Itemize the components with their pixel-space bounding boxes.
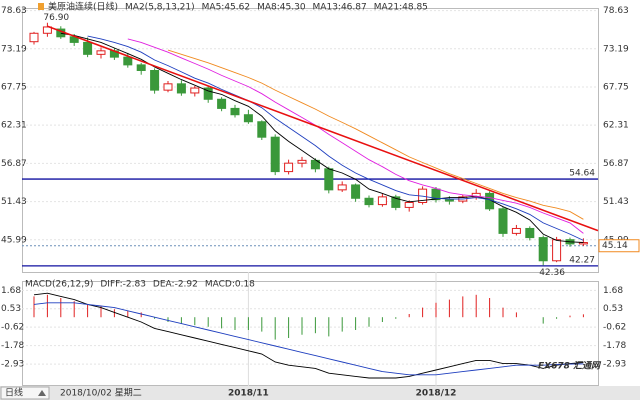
candle-body — [337, 184, 347, 191]
candle-body — [29, 32, 39, 43]
high-annotation: 76.90 — [43, 13, 69, 23]
legend-entry: MA13:46.87 — [313, 3, 367, 13]
main-panel — [22, 8, 599, 273]
candle-body — [190, 87, 200, 94]
footer-button-arrow — [38, 390, 46, 396]
candle-body — [257, 121, 267, 138]
y-tick-label-right: 73.19 — [603, 44, 629, 54]
candle-body — [203, 87, 213, 100]
candle-body — [391, 196, 401, 208]
candle-body — [538, 237, 548, 262]
candle-body — [498, 208, 508, 234]
footer-button-label[interactable]: 日线 — [5, 387, 23, 399]
candle-body — [136, 64, 146, 71]
candle-body — [511, 227, 521, 234]
candle-body — [243, 114, 253, 123]
candle-body — [96, 50, 106, 55]
support-label: 54.64 — [569, 169, 595, 179]
candle-body — [324, 168, 334, 191]
candle-body — [163, 83, 173, 91]
candle-body — [83, 41, 93, 55]
y-tick-label-right: 1.68 — [603, 286, 623, 296]
footer-button[interactable] — [0, 386, 50, 400]
candle-body — [310, 159, 320, 170]
legend-entry: MACD:0.18 — [205, 280, 255, 290]
candle-body — [284, 162, 294, 173]
macd-line — [33, 292, 584, 379]
candle-body — [471, 192, 481, 198]
footer-bar — [0, 386, 640, 400]
legend-entry: DIFF:-2.83 — [100, 280, 146, 290]
y-tick-label-right: 0.53 — [603, 304, 623, 314]
y-tick-label-right: -2.93 — [603, 360, 626, 370]
candle-body — [552, 239, 562, 262]
y-tick-label: -2.93 — [1, 360, 24, 370]
candle-body — [404, 201, 414, 208]
ma-line — [167, 49, 584, 220]
candle-body — [176, 83, 186, 94]
candle-body — [578, 242, 588, 245]
y-tick-label: 0.53 — [1, 304, 21, 314]
candle-body — [150, 69, 160, 91]
candle-body — [364, 197, 374, 206]
y-tick-label: 67.75 — [1, 82, 27, 92]
y-tick-label-right: -1.78 — [603, 341, 627, 351]
y-tick-label: 45.99 — [1, 235, 27, 245]
last-price-box — [598, 239, 640, 253]
watermark: FX678 汇通网 — [538, 361, 602, 372]
ma-line — [87, 35, 584, 241]
legend-entry: MA2(5,8,13,21) — [125, 3, 195, 13]
macd-line — [33, 302, 584, 376]
y-tick-label-right: 56.87 — [603, 159, 629, 169]
ma-line — [127, 38, 584, 234]
y-tick-label-right: 78.63 — [603, 6, 629, 16]
y-tick-label-right: -0.62 — [603, 323, 626, 333]
legend-entry: DEA:-2.92 — [153, 280, 198, 290]
x-tick-label: 2018/11 — [228, 389, 269, 399]
y-tick-label: 1.68 — [1, 286, 21, 296]
candle-body — [377, 196, 387, 206]
y-tick-label: -0.62 — [1, 323, 24, 333]
y-tick-label: 56.87 — [1, 159, 27, 169]
candle-body — [230, 107, 240, 116]
y-tick-label: -1.78 — [1, 341, 25, 351]
y-tick-label-right: 51.43 — [603, 197, 629, 207]
legend-entry: 美原油连续(日线) — [48, 1, 118, 13]
candle-body — [297, 159, 307, 164]
y-tick-label-right: 62.31 — [603, 121, 629, 131]
legend-entry: MA8:45.30 — [257, 3, 306, 13]
candle-body — [270, 136, 280, 173]
trend-line — [47, 25, 599, 232]
macd-panel — [22, 281, 599, 386]
candle-body — [217, 98, 227, 109]
title-icon — [38, 3, 44, 10]
y-tick-label-right: 67.75 — [603, 82, 629, 92]
x-tick-label: 2018/12 — [416, 389, 457, 399]
candle-body — [525, 227, 535, 239]
y-tick-label: 73.19 — [1, 44, 27, 54]
y-tick-label: 78.63 — [1, 6, 27, 16]
low-annotation: 42.36 — [539, 268, 565, 278]
y-tick-label: 62.31 — [1, 121, 27, 131]
candle-body — [123, 56, 133, 66]
legend-entry: MACD(26,12,9) — [25, 280, 93, 290]
last-price-label: 45.14 — [602, 241, 628, 251]
y-tick-label: 51.43 — [1, 197, 27, 207]
legend-entry: MA21:48.85 — [374, 3, 428, 13]
legend-entry: MA5:45.62 — [202, 3, 250, 13]
support-label: 42.27 — [569, 255, 595, 265]
candle-body — [351, 184, 361, 199]
candle-body — [431, 188, 441, 201]
footer-date: 2018/10/02 星期二 — [60, 388, 142, 399]
candle-body — [444, 199, 454, 202]
